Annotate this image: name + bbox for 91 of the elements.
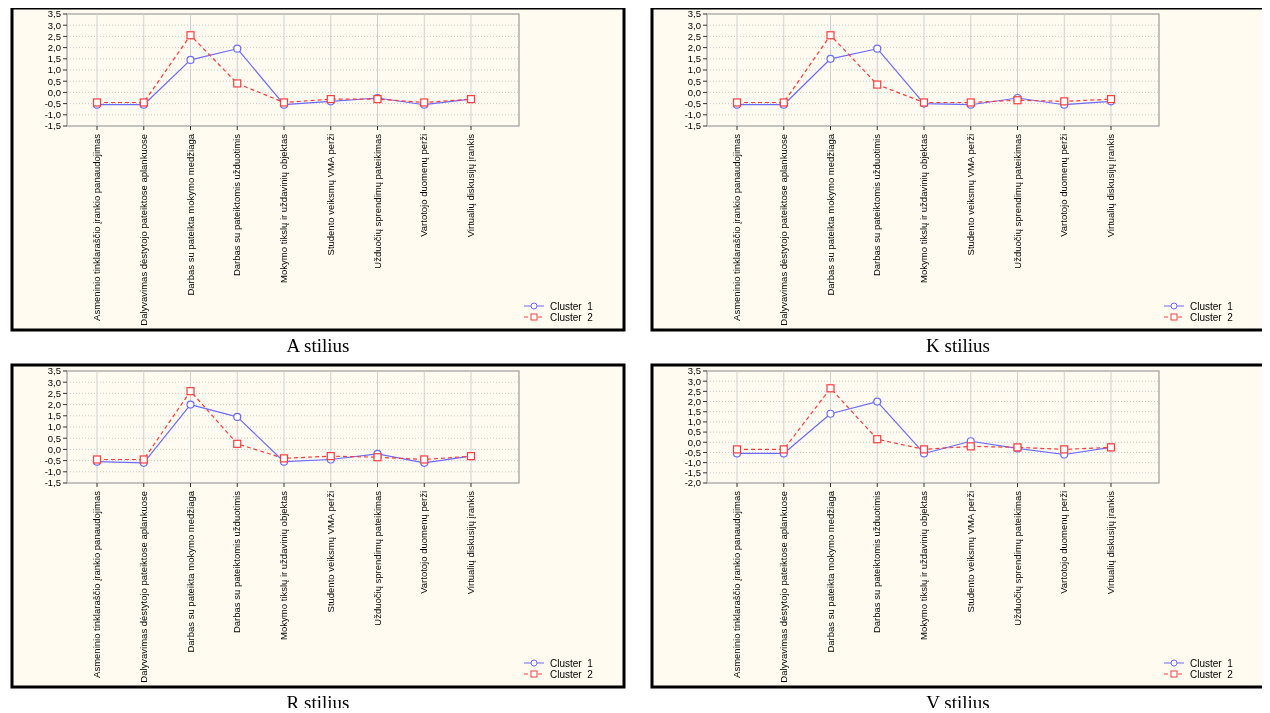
y-tick-label: 0,5	[47, 432, 61, 444]
x-tick-label: Asmeninio tinklaraščio įrankio panaudojimas	[91, 133, 102, 321]
y-tick-label: 1,0	[687, 64, 701, 76]
y-tick-label: -1,0	[44, 109, 61, 121]
y-tick-label: 2,5	[47, 30, 61, 42]
y-tick-label: -1,5	[684, 467, 701, 479]
x-tick-label: Virtualių diskusijų įrankis	[1105, 490, 1116, 595]
legend-label: Cluster 1	[1190, 300, 1234, 312]
y-tick-label: 0,5	[47, 75, 61, 87]
legend-label: Cluster 2	[550, 668, 594, 680]
y-tick-label: -1,5	[44, 477, 61, 489]
y-tick-label: 2,0	[47, 398, 61, 410]
x-tick-label: Darbas su pateikta mokymo medžiaga	[824, 490, 836, 653]
y-tick-label: 1,0	[47, 64, 61, 76]
x-tick-label: Darbas su pateikta mokymo medžiaga	[184, 490, 196, 653]
y-tick-label: -1,0	[684, 109, 701, 121]
y-tick-label: 0,0	[47, 86, 61, 98]
x-tick-label: Darbas su pateiktomis užduotimis	[231, 490, 243, 634]
x-tick-label: Mokymo tikslų ir uždavinių objektas	[278, 133, 289, 283]
y-tick-label: 1,0	[47, 421, 61, 433]
y-tick-label: 3,0	[687, 19, 701, 31]
x-tick-label: Studento veiksmų VMA perži	[324, 491, 336, 613]
legend-label: Cluster 1	[550, 657, 594, 669]
x-tick-label: Darbas su pateiktomis užduotimis	[871, 490, 883, 634]
y-tick-label: 0,5	[687, 426, 701, 438]
x-tick-label: Dalyvavimas dėstytojo pateiktose aplankuose	[777, 134, 789, 326]
y-tick-label: 2,5	[47, 387, 61, 399]
x-tick-label: Virtualių diskusijų įrankis	[465, 133, 476, 238]
y-tick-label: 0,0	[687, 436, 701, 448]
text: K stilius	[926, 335, 990, 356]
y-tick-label: 2,0	[687, 395, 701, 407]
y-tick-label: -1,5	[684, 120, 701, 132]
y-tick-label: 2,5	[687, 385, 701, 397]
y-tick-label: -0,5	[684, 446, 701, 458]
x-tick-label: Virtualių diskusijų įrankis	[1105, 133, 1116, 238]
x-tick-label: Mokymo tikslų ir uždavinių objektas	[918, 490, 929, 640]
y-tick-label: 3,5	[687, 365, 701, 377]
x-tick-label: Darbas su pateiktomis užduotimis	[871, 133, 883, 277]
x-tick-label: Užduočių sprendimų pateikimas	[1011, 133, 1023, 269]
y-tick-label: -2,0	[684, 477, 701, 489]
x-tick-label: Darbas su pateiktomis užduotimis	[231, 133, 243, 277]
y-tick-label: 3,5	[687, 8, 701, 20]
legend-label: Cluster 2	[550, 311, 594, 323]
y-tick-label: -1,5	[44, 120, 61, 132]
x-tick-label: Užduočių sprendimų pateikimas	[1011, 490, 1023, 626]
x-tick-label: Vartotojo duomenų perži	[1058, 491, 1070, 594]
x-tick-label: Asmeninio tinklaraščio įrankio panaudojimas	[731, 133, 742, 321]
x-tick-label: Darbas su pateikta mokymo medžiaga	[184, 133, 196, 296]
y-tick-label: 3,0	[47, 376, 61, 388]
y-tick-label: 1,5	[687, 406, 701, 418]
y-tick-label: 2,0	[687, 41, 701, 53]
x-tick-label: Mokymo tikslų ir uždavinių objektas	[918, 133, 929, 283]
x-tick-label: Užduočių sprendimų pateikimas	[371, 133, 383, 269]
x-tick-label: Dalyvavimas dėstytojo pateiktose aplankuose	[137, 134, 149, 326]
y-tick-label: 3,0	[47, 19, 61, 31]
y-tick-label: 1,5	[47, 410, 61, 422]
y-tick-label: 0,0	[687, 86, 701, 98]
legend-label: Cluster 2	[1190, 311, 1234, 323]
x-tick-label: Darbas su pateikta mokymo medžiaga	[824, 133, 836, 296]
text: A stilius	[286, 335, 350, 356]
y-tick-label: -1,0	[684, 456, 701, 468]
x-tick-label: Asmeninio tinklaraščio įrankio panaudojimas	[731, 490, 742, 678]
y-tick-label: 1,0	[687, 416, 701, 428]
y-tick-label: -1,0	[44, 466, 61, 478]
y-tick-label: -0,5	[684, 97, 701, 109]
y-tick-label: -0,5	[44, 97, 61, 109]
x-tick-label: Dalyvavimas dėstytojo pateiktose aplankuose	[137, 491, 149, 683]
x-tick-label: Užduočių sprendimų pateikimas	[371, 490, 383, 626]
x-tick-label: Studento veiksmų VMA perži	[324, 134, 336, 256]
x-tick-label: Virtualių diskusijų įrankis	[465, 490, 476, 595]
y-tick-label: 3,0	[687, 375, 701, 387]
y-tick-label: 0,0	[47, 443, 61, 455]
y-tick-label: 3,5	[47, 8, 61, 20]
y-tick-label: 2,5	[687, 30, 701, 42]
legend-label: Cluster 2	[1190, 668, 1234, 680]
x-tick-label: Vartotojo duomenų perži	[1058, 134, 1070, 237]
y-tick-label: 2,0	[47, 41, 61, 53]
y-tick-label: -0,5	[44, 454, 61, 466]
x-tick-label: Vartotojo duomenų perži	[418, 134, 430, 237]
legend-label: Cluster 1	[1190, 657, 1234, 669]
x-tick-label: Studento veiksmų VMA perži	[964, 491, 976, 613]
x-tick-label: Mokymo tikslų ir uždavinių objektas	[278, 490, 289, 640]
x-tick-label: Vartotojo duomenų perži	[418, 491, 430, 594]
legend-label: Cluster 1	[550, 300, 594, 312]
y-tick-label: 1,5	[687, 53, 701, 65]
y-tick-label: 1,5	[47, 53, 61, 65]
y-tick-label: 3,5	[47, 365, 61, 377]
x-tick-label: Dalyvavimas dėstytojo pateiktose aplankuose	[777, 491, 789, 683]
x-tick-label: Studento veiksmų VMA perži	[964, 134, 976, 256]
x-tick-label: Asmeninio tinklaraščio įrankio panaudojimas	[91, 490, 102, 678]
y-tick-label: 0,5	[687, 75, 701, 87]
